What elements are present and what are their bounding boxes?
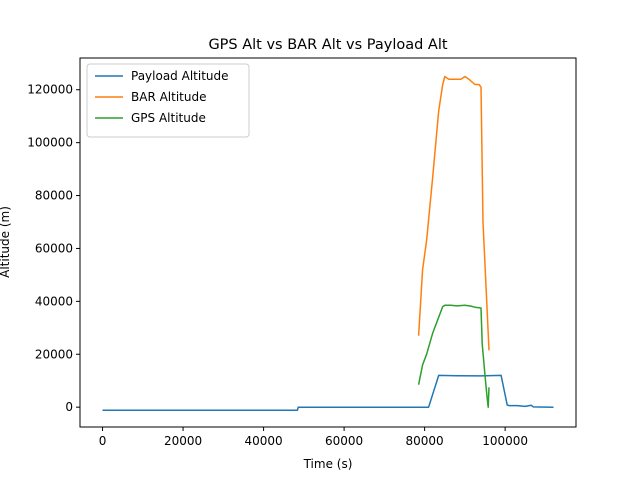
legend-box [86, 63, 250, 138]
x-tick-label: 100000 [482, 434, 528, 448]
y-tick-label: 0 [65, 400, 73, 414]
plot-frame [79, 57, 577, 428]
series-line-1 [102, 374, 554, 412]
y-axis: 0 20000 40000 60000 80000 100000 120000 [27, 83, 80, 414]
legend-label-1: Payload Altitude [131, 69, 229, 83]
y-tick-label: 60000 [35, 241, 73, 255]
y-tick-label: 120000 [27, 83, 73, 97]
legend: Payload Altitude BAR Altitude GPS Altitude [86, 63, 250, 138]
series-line-2 [417, 75, 490, 351]
y-tick-label: 20000 [35, 347, 73, 361]
plot-area [79, 57, 577, 428]
y-axis-label: Altitude (m) [0, 206, 12, 278]
x-tick-label: 20000 [164, 434, 202, 448]
x-tick-label: 0 [99, 434, 107, 448]
series-line-3 [417, 304, 490, 408]
legend-label-3: GPS Altitude [131, 111, 206, 125]
x-tick-label: 80000 [406, 434, 444, 448]
y-tick-label: 40000 [35, 294, 73, 308]
y-tick-label: 80000 [35, 189, 73, 203]
chart-title: GPS Alt vs BAR Alt vs Payload Alt [208, 37, 447, 53]
x-tick-label: 60000 [325, 434, 363, 448]
x-axis-label: Time (s) [303, 457, 353, 471]
y-tick-label: 100000 [27, 136, 73, 150]
x-axis: 0 20000 40000 60000 80000 100000 [99, 427, 528, 448]
legend-label-2: BAR Altitude [131, 90, 207, 104]
x-tick-label: 40000 [244, 434, 282, 448]
